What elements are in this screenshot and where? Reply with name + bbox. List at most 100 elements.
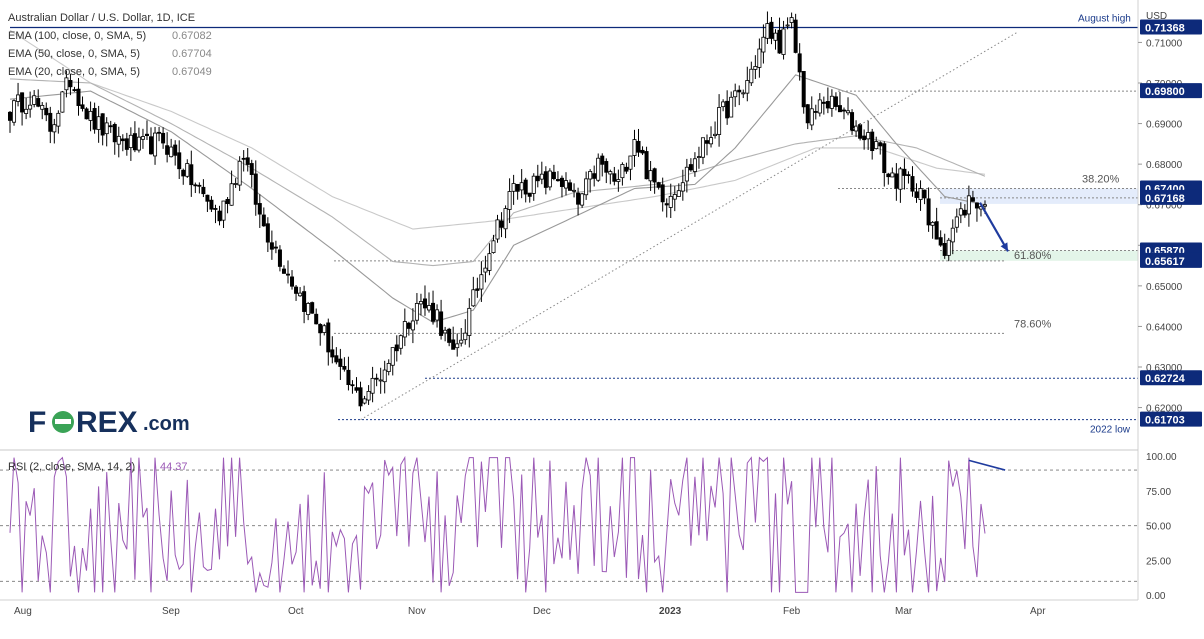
candle-up [382, 369, 387, 383]
candle-up [104, 122, 109, 135]
time-tick-label: Dec [533, 606, 551, 617]
candle-down [833, 96, 838, 107]
candle-down [970, 197, 975, 202]
candle-down [688, 164, 693, 171]
candle-down [962, 209, 967, 216]
candle-up [829, 95, 834, 109]
candle-down [551, 171, 556, 180]
logo-text-rex: REX [76, 406, 138, 439]
candle-down [406, 322, 411, 329]
candle-up [809, 108, 814, 126]
candle-down [294, 286, 299, 294]
candle-up [507, 191, 512, 210]
candle-down [144, 133, 149, 136]
candle-down [48, 112, 53, 132]
candle-down [914, 191, 919, 198]
ema20-legend[interactable]: EMA (20, close, 0, SMA, 5) [8, 66, 140, 78]
candle-up [692, 158, 697, 172]
candle-down [922, 189, 927, 199]
candle-up [28, 104, 33, 110]
candle-up [539, 173, 544, 180]
price-labels: 0.713680.698000.674000.671680.658700.656… [1140, 19, 1202, 427]
forex-coin-icon [52, 411, 74, 433]
candle-up [898, 168, 903, 190]
time-tick-label: Mar [895, 606, 913, 617]
logo-suffix: .com [143, 413, 190, 435]
candle-down [656, 182, 661, 188]
annotations: August high 38.20% 61.80% 78.60% 2022 low [979, 13, 1131, 436]
candle-down [660, 184, 665, 203]
level-name-label: 2022 low [1090, 425, 1131, 436]
candle-up [398, 335, 403, 349]
candle-down [68, 80, 73, 88]
candle-up [757, 48, 762, 68]
candle-down [870, 131, 875, 152]
resistance-zone [940, 188, 1138, 204]
time-axis[interactable]: Aug Sep Oct Nov Dec 2023 Feb Mar Apr [14, 606, 1046, 617]
candle-down [265, 223, 270, 243]
candle-up [483, 267, 488, 273]
candle-down [543, 171, 548, 188]
candle-up [229, 183, 234, 206]
candle-down [165, 145, 170, 155]
candle-up [471, 289, 476, 307]
candle-down [374, 377, 379, 380]
candle-up [580, 193, 585, 206]
candle-up [386, 363, 391, 372]
candle-down [326, 322, 331, 353]
candle-down [249, 163, 254, 175]
candle-down [431, 302, 436, 322]
candle-up [503, 208, 508, 230]
candle-down [604, 161, 609, 173]
ema50-legend[interactable]: EMA (50, close, 0, SMA, 5) [8, 48, 140, 60]
candlestick-series [7, 11, 988, 412]
rsi-tick-label: 100.00 [1146, 452, 1177, 463]
candle-down [499, 220, 504, 228]
candle-up [950, 227, 955, 243]
candle-down [447, 328, 452, 343]
candle-up [596, 157, 601, 181]
time-tick-label: Nov [408, 606, 426, 617]
candle-down [245, 157, 250, 165]
candle-up [519, 182, 524, 191]
candle-down [100, 113, 105, 136]
candle-up [789, 17, 794, 23]
price-label-text: 0.67168 [1145, 193, 1185, 205]
candle-up [24, 108, 29, 114]
candle-down [636, 140, 641, 153]
candle-up [874, 141, 879, 150]
candle-down [173, 144, 178, 156]
candle-down [894, 173, 899, 189]
rsi-divergence-line [968, 459, 1006, 471]
candle-up [866, 132, 871, 140]
candle-down [197, 184, 202, 187]
candle-up [443, 329, 448, 334]
candle-up [668, 195, 673, 208]
candle-up [88, 110, 93, 121]
candle-up [765, 23, 770, 39]
price-label-box [1140, 189, 1202, 205]
ema100-legend[interactable]: EMA (100, close, 0, SMA, 5) [8, 30, 146, 42]
candle-down [281, 268, 286, 274]
candle-down [439, 311, 444, 336]
candle-up [60, 91, 65, 113]
candle-up [390, 347, 395, 366]
candle-up [983, 204, 988, 207]
candle-down [261, 214, 266, 227]
candle-up [511, 183, 516, 192]
rsi-axis[interactable]: 0.00 25.00 50.00 75.00 100.00 [1146, 452, 1177, 602]
candle-up [608, 171, 613, 175]
candle-up [785, 24, 790, 27]
trendline-layer [360, 31, 1018, 421]
ema100-value: 0.67082 [172, 30, 212, 42]
candle-up [745, 80, 750, 94]
price-tick-label: 0.67000 [1146, 201, 1183, 212]
candle-down [36, 98, 41, 107]
candle-up [572, 189, 577, 192]
candle-down [942, 242, 947, 256]
price-label-box [1140, 19, 1202, 35]
rsi-title[interactable]: RSI (2, close, SMA, 14, 2) [8, 461, 135, 473]
candle-up [817, 99, 822, 114]
candle-up [427, 305, 432, 311]
candle-up [322, 325, 327, 333]
